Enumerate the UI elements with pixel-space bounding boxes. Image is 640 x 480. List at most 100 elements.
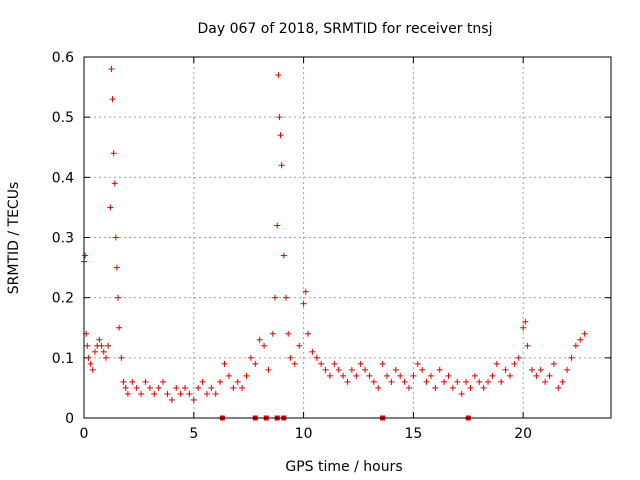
data-point xyxy=(155,384,162,391)
data-point xyxy=(111,180,118,187)
y-tick-label: 0.1 xyxy=(52,351,74,367)
data-point xyxy=(405,384,412,391)
data-point xyxy=(326,372,333,379)
y-tick-label: 0 xyxy=(65,411,74,427)
data-point xyxy=(269,330,276,337)
data-point xyxy=(261,342,268,349)
data-point xyxy=(173,384,180,391)
data-point xyxy=(85,354,92,361)
data-point xyxy=(107,204,114,211)
data-point xyxy=(212,390,219,397)
data-point xyxy=(100,348,107,355)
data-point xyxy=(533,372,540,379)
data-point xyxy=(340,372,347,379)
data-point xyxy=(112,234,119,241)
data-point xyxy=(96,336,103,343)
x-tick-label: 0 xyxy=(80,426,89,442)
data-point xyxy=(555,384,562,391)
data-point xyxy=(252,360,259,367)
data-point xyxy=(203,390,210,397)
data-point xyxy=(217,378,224,385)
data-point xyxy=(410,372,417,379)
data-point xyxy=(199,378,206,385)
data-point xyxy=(537,366,544,373)
chart-title: Day 067 of 2018, SRMTID for receiver tns… xyxy=(198,21,493,37)
data-point xyxy=(225,372,232,379)
data-point xyxy=(195,384,202,391)
x-axis-label: GPS time / hours xyxy=(285,459,402,475)
data-point xyxy=(313,354,320,361)
data-point xyxy=(247,354,254,361)
y-tick-label: 0.5 xyxy=(52,110,74,126)
data-point xyxy=(423,378,430,385)
data-point xyxy=(353,372,360,379)
data-point xyxy=(559,378,566,385)
data-point xyxy=(506,372,513,379)
data-point xyxy=(168,396,175,403)
data-point xyxy=(113,264,120,271)
data-point xyxy=(230,384,237,391)
data-point xyxy=(82,252,89,259)
data-point xyxy=(564,366,571,373)
tick-layer: 0 0.1 0.2 0.3 0.4 0.5 0.6 0 5 10 15 20 xyxy=(52,50,611,442)
data-point xyxy=(98,342,105,349)
data-point xyxy=(109,96,116,103)
data-point xyxy=(309,348,316,355)
data-point xyxy=(449,384,456,391)
data-point xyxy=(118,354,125,361)
data-point xyxy=(322,366,329,373)
data-point xyxy=(146,384,153,391)
data-point xyxy=(502,366,509,373)
data-point xyxy=(102,354,109,361)
data-point xyxy=(467,384,474,391)
data-point xyxy=(498,378,505,385)
data-point xyxy=(300,300,307,307)
data-point xyxy=(568,354,575,361)
plot-frame xyxy=(83,56,612,419)
data-point xyxy=(458,390,465,397)
data-point xyxy=(357,360,364,367)
data-point xyxy=(542,378,549,385)
data-point xyxy=(572,342,579,349)
data-point xyxy=(366,372,373,379)
data-point xyxy=(480,384,487,391)
data-point xyxy=(275,72,282,79)
data-point xyxy=(432,384,439,391)
data-point xyxy=(138,390,145,397)
data-point xyxy=(108,66,115,73)
data-point xyxy=(186,390,193,397)
data-point xyxy=(304,330,311,337)
data-point xyxy=(445,372,452,379)
data-point xyxy=(476,378,483,385)
data-point xyxy=(122,384,129,391)
data-point xyxy=(91,348,98,355)
data-point xyxy=(401,378,408,385)
data-point xyxy=(110,150,117,157)
data-point xyxy=(151,390,158,397)
y-tick-label: 0.4 xyxy=(52,170,74,186)
data-point xyxy=(419,366,426,373)
data-point xyxy=(528,366,535,373)
data-point xyxy=(485,378,492,385)
data-point xyxy=(124,390,131,397)
data-point xyxy=(454,378,461,385)
data-point xyxy=(133,384,140,391)
data-point xyxy=(348,366,355,373)
data-point xyxy=(384,372,391,379)
data-point xyxy=(436,366,443,373)
data-point xyxy=(274,222,281,229)
data-point xyxy=(397,372,404,379)
data-point xyxy=(463,378,470,385)
data-point xyxy=(318,360,325,367)
data-point xyxy=(243,372,250,379)
y-tick-label: 0.6 xyxy=(52,50,74,66)
y-tick-label: 0.3 xyxy=(52,231,74,247)
data-point xyxy=(344,378,351,385)
data-point xyxy=(392,366,399,373)
data-point xyxy=(331,360,338,367)
data-point xyxy=(524,342,531,349)
data-point xyxy=(182,384,189,391)
data-point xyxy=(520,324,527,331)
data-point xyxy=(221,360,228,367)
